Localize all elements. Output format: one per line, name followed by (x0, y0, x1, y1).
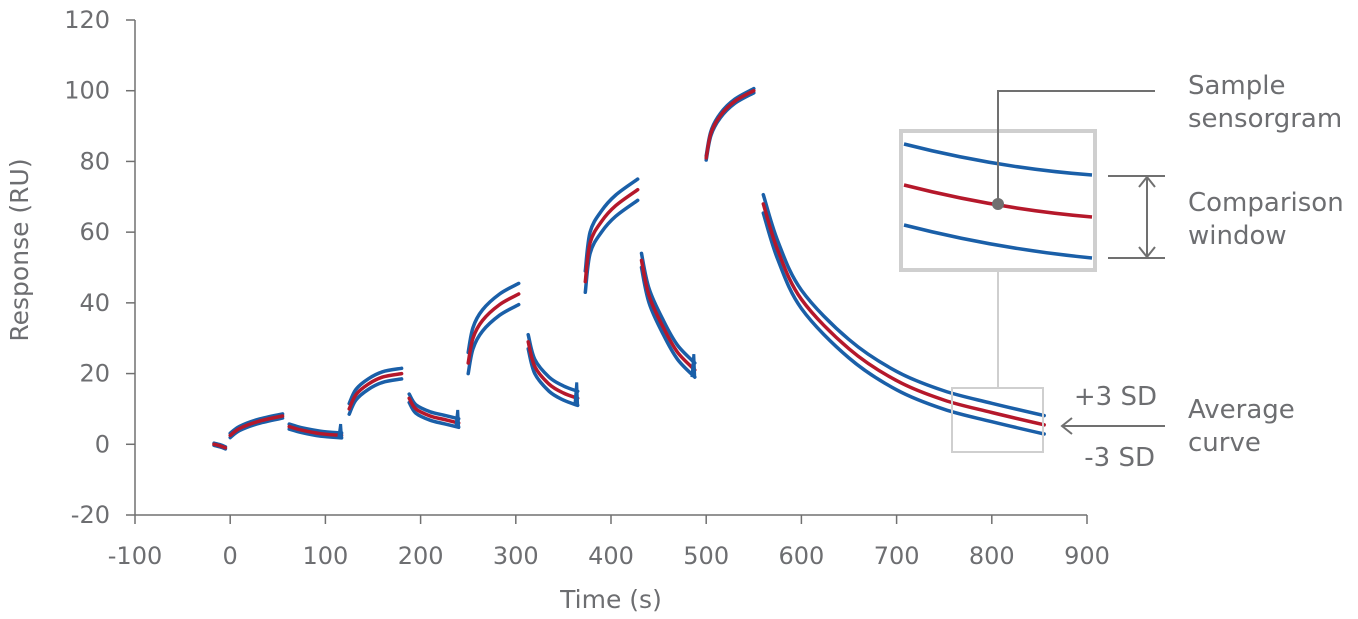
sample-leader-line (997, 90, 1155, 204)
upper-sd-curve-5 (407, 392, 461, 421)
average-curve-8 (583, 187, 640, 284)
average-label-2: curve (1188, 428, 1261, 458)
lower-sd-curve-6 (466, 302, 521, 376)
injection-spike-9 (690, 354, 697, 378)
x-tick-label: 300 (493, 542, 539, 570)
average-curve-1 (212, 442, 228, 450)
window-label-1: Comparison (1188, 188, 1344, 218)
average-curve-3 (287, 424, 344, 438)
arrow-down-head-icon (1138, 246, 1156, 259)
x-tick-label: 400 (588, 542, 634, 570)
upper-sd-curve-4 (347, 366, 404, 406)
upper-sd-curve-8 (583, 177, 640, 273)
sample-point (992, 198, 1004, 210)
injection-spike-5 (454, 409, 461, 428)
lower-sd-curve-11 (761, 211, 1046, 436)
comparison-box (951, 387, 1044, 453)
arrow-left-head-icon (1060, 417, 1073, 435)
y-axis-title: Response (RU) (5, 158, 34, 341)
lower-sd-curve-7 (526, 347, 580, 408)
x-tick-label: 900 (1064, 542, 1110, 570)
minus-sd-label: -3 SD (1084, 443, 1155, 473)
upper-sd-curve-7 (526, 332, 580, 394)
lower-sd-curve-3 (287, 427, 344, 440)
y-tick-label: 0 (95, 430, 110, 458)
average-curve-11 (761, 202, 1046, 427)
average-curve-9 (639, 258, 697, 372)
y-tick-label: -20 (71, 501, 110, 529)
average-curve-7 (526, 340, 580, 401)
x-tick-label: 600 (778, 542, 824, 570)
arrow-up-head-icon (1138, 175, 1156, 188)
inset-lower-sd-line (903, 223, 1093, 260)
y-tick-label: 60 (79, 218, 110, 246)
injection-spike-7 (573, 382, 580, 406)
x-tick-label: -100 (108, 542, 162, 570)
curves (212, 86, 1046, 451)
lower-sd-curve-5 (407, 400, 461, 430)
annotation: Sample sensorgram Comparison window Aver… (899, 71, 1344, 473)
y-tick-label: 20 (79, 360, 110, 388)
lower-sd-curve-4 (347, 377, 404, 416)
average-label-1: Average (1188, 395, 1295, 425)
y-tick-label: 120 (64, 6, 110, 34)
average-curve-6 (466, 292, 521, 365)
upper-sd-curve-11 (761, 192, 1046, 418)
x-tick-label: 100 (302, 542, 348, 570)
y-tick-label: 80 (79, 147, 110, 175)
injection-spike-3 (337, 423, 344, 439)
upper-sd-curve-6 (466, 281, 521, 355)
x-tick-label: 500 (683, 542, 729, 570)
x-tick-label: 800 (969, 542, 1015, 570)
plus-sd-label: +3 SD (1074, 382, 1157, 412)
y-tick-label: 100 (64, 77, 110, 105)
x-tick-label: 200 (398, 542, 444, 570)
average-curve-5 (407, 396, 461, 425)
x-tick-label: 700 (874, 542, 920, 570)
sample-label-1: Sample (1188, 71, 1286, 101)
lower-sd-curve-8 (583, 198, 640, 295)
upper-sd-curve-10 (704, 86, 756, 158)
upper-sd-curve-3 (287, 422, 344, 435)
average-curve-4 (347, 371, 404, 411)
y-tick-label: 40 (79, 289, 110, 317)
average-curve-10 (704, 88, 756, 160)
x-tick-label: 0 (223, 542, 238, 570)
window-label-2: window (1188, 221, 1287, 251)
x-axis-title: Time (s) (559, 585, 662, 614)
sample-label-2: sensorgram (1188, 104, 1342, 134)
average-curve-2 (228, 414, 285, 438)
